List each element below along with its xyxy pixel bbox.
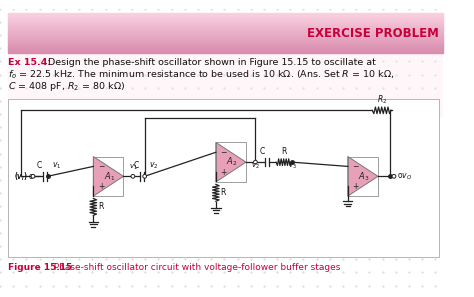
Circle shape <box>392 174 396 178</box>
Text: Design the phase-shift oscillator shown in Figure 15.15 to oscillate at: Design the phase-shift oscillator shown … <box>45 58 376 67</box>
Bar <box>8 46 443 47</box>
Circle shape <box>254 160 257 164</box>
Text: $(v_i)$: $(v_i)$ <box>14 171 27 184</box>
Text: +: + <box>98 182 104 191</box>
Text: −: − <box>353 162 359 171</box>
Text: R: R <box>281 147 286 156</box>
Bar <box>8 51 443 52</box>
Bar <box>8 24 443 25</box>
Bar <box>8 17 443 18</box>
Bar <box>8 29 443 30</box>
Bar <box>8 13 443 14</box>
Text: C: C <box>134 161 139 170</box>
Bar <box>8 52 443 53</box>
Bar <box>8 33 443 34</box>
Text: $f_o$ = 22.5 kHz. The minimum resistance to be used is 10 k$\Omega$. (Ans. Set $: $f_o$ = 22.5 kHz. The minimum resistance… <box>9 69 395 81</box>
Text: −: − <box>98 162 104 171</box>
Bar <box>8 38 443 39</box>
Bar <box>8 48 443 49</box>
Bar <box>216 142 246 182</box>
Text: $A_2$: $A_2$ <box>226 156 237 168</box>
Circle shape <box>31 174 35 178</box>
Circle shape <box>143 174 146 178</box>
Bar <box>8 45 443 46</box>
Bar <box>8 32 443 33</box>
Text: +: + <box>220 168 227 176</box>
Polygon shape <box>348 157 378 196</box>
Text: Figure 15.15: Figure 15.15 <box>9 263 73 272</box>
Text: $v_3$: $v_3$ <box>288 162 297 171</box>
Bar <box>8 47 443 48</box>
Bar <box>93 157 123 196</box>
Bar <box>8 20 443 21</box>
Bar <box>8 42 443 43</box>
Bar <box>8 18 443 19</box>
Bar <box>8 34 443 35</box>
Text: $v_1$: $v_1$ <box>128 163 137 172</box>
Bar <box>8 19 443 20</box>
Text: EXERCISE PROBLEM: EXERCISE PROBLEM <box>307 26 439 40</box>
Text: o$v_O$: o$v_O$ <box>397 171 412 181</box>
Bar <box>8 36 443 37</box>
Text: R: R <box>98 203 103 211</box>
Bar <box>8 41 443 42</box>
Text: −: − <box>220 148 227 157</box>
Bar <box>8 50 443 51</box>
Bar <box>8 43 443 44</box>
Text: $A_3$: $A_3$ <box>358 170 370 183</box>
Bar <box>8 30 443 31</box>
Bar <box>8 15 443 16</box>
Bar <box>8 44 443 45</box>
Text: Ex 15.4:: Ex 15.4: <box>9 58 52 67</box>
Polygon shape <box>216 142 246 182</box>
Bar <box>8 99 439 257</box>
Bar <box>8 31 443 32</box>
Bar <box>8 21 443 22</box>
Text: $R_2$: $R_2$ <box>377 94 387 106</box>
Text: $v_1$: $v_1$ <box>52 161 61 171</box>
Bar <box>8 14 443 15</box>
Text: C: C <box>259 147 264 156</box>
Text: Phase-shift oscillator circuit with voltage-follower buffer stages: Phase-shift oscillator circuit with volt… <box>48 263 340 272</box>
Circle shape <box>131 174 135 178</box>
Bar <box>8 22 443 23</box>
Bar <box>8 25 443 26</box>
Text: $C$ = 408 pF, $R_2$ = 80 k$\Omega$): $C$ = 408 pF, $R_2$ = 80 k$\Omega$) <box>9 80 126 93</box>
Text: $A_1$: $A_1$ <box>104 170 115 183</box>
Text: R: R <box>220 188 226 197</box>
Polygon shape <box>93 157 123 196</box>
Bar <box>8 26 443 27</box>
Text: $v_2$: $v_2$ <box>149 161 158 171</box>
Bar <box>8 37 443 38</box>
Bar <box>8 23 443 24</box>
Text: $v_2$: $v_2$ <box>251 162 260 171</box>
Bar <box>8 49 443 50</box>
Bar <box>8 35 443 36</box>
Bar <box>348 157 378 196</box>
Bar <box>8 16 443 17</box>
Bar <box>8 27 443 28</box>
Bar <box>8 28 443 29</box>
Bar <box>8 39 443 40</box>
Text: $(v_i)$ o: $(v_i)$ o <box>14 171 35 184</box>
Bar <box>8 13 443 117</box>
Bar <box>8 40 443 41</box>
Text: +: + <box>353 182 359 191</box>
Text: C: C <box>37 161 42 170</box>
